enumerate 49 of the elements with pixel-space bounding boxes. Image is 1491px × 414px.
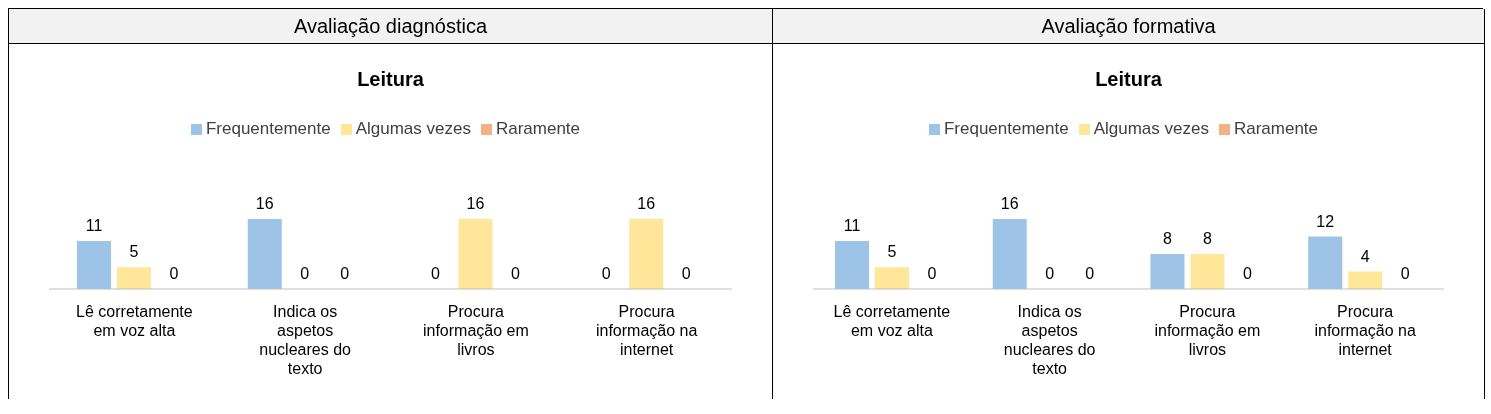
x-tick-label: Procura informação na internet bbox=[595, 303, 698, 358]
data-label: 16 bbox=[1000, 195, 1019, 212]
data-label: 0 bbox=[431, 264, 441, 282]
data-label: 11 bbox=[85, 216, 103, 234]
x-tick-label: Lê corretamente em voz alta bbox=[76, 303, 193, 339]
data-label: 12 bbox=[1316, 212, 1335, 230]
data-label: 0 bbox=[681, 264, 691, 282]
data-label: 11 bbox=[843, 216, 861, 234]
chart-subtitle: Leitura bbox=[356, 67, 425, 92]
data-label: 8 bbox=[1163, 230, 1173, 247]
legend-label: Raramente bbox=[495, 119, 581, 138]
x-tick-label: Procura informação em livros bbox=[422, 303, 529, 358]
data-label: 0 bbox=[1243, 264, 1253, 282]
bar bbox=[875, 267, 909, 289]
legend-label: Raramente bbox=[1233, 119, 1319, 138]
bar bbox=[1348, 271, 1383, 289]
data-label: 0 bbox=[1045, 264, 1055, 282]
x-tick-label: Indica os aspetos nucleares do texto bbox=[1003, 303, 1096, 377]
data-label: 0 bbox=[601, 264, 611, 282]
bar bbox=[992, 219, 1027, 289]
chart-title: Avaliação diagnóstica bbox=[9, 9, 772, 44]
data-label: 0 bbox=[169, 264, 179, 282]
data-label: 0 bbox=[1400, 264, 1410, 282]
data-label: 5 bbox=[887, 243, 897, 261]
data-label: 8 bbox=[1203, 230, 1213, 247]
data-label: 16 bbox=[637, 195, 656, 212]
chart-subtitle: Leitura bbox=[1094, 67, 1163, 92]
legend-label: Frequentemente bbox=[943, 119, 1069, 138]
data-label: 4 bbox=[1360, 247, 1370, 265]
x-tick-label: Lê corretamente em voz alta bbox=[833, 303, 951, 339]
data-label: 0 bbox=[511, 264, 521, 282]
data-label: 0 bbox=[1085, 264, 1095, 282]
data-label: 0 bbox=[927, 264, 937, 282]
data-label: 0 bbox=[340, 264, 350, 282]
legend-label: Algumas vezes bbox=[355, 119, 471, 138]
bar bbox=[835, 240, 869, 289]
legend-label: Algumas vezes bbox=[1093, 119, 1209, 138]
x-tick-label: Procura informação na internet bbox=[1314, 303, 1416, 358]
bar bbox=[1150, 254, 1185, 289]
data-label: 0 bbox=[300, 264, 310, 282]
legend-label: Frequentemente bbox=[205, 119, 331, 138]
x-tick-label: Indica os aspetos nucleares do texto bbox=[259, 303, 352, 377]
bar bbox=[1190, 254, 1225, 289]
data-label: 16 bbox=[466, 195, 485, 212]
chart-title: Avaliação formativa bbox=[773, 9, 1484, 44]
data-label: 5 bbox=[129, 243, 139, 261]
x-tick-label: Procura informação em livros bbox=[1154, 303, 1261, 358]
data-label: 16 bbox=[255, 195, 274, 212]
bar bbox=[1308, 236, 1343, 289]
